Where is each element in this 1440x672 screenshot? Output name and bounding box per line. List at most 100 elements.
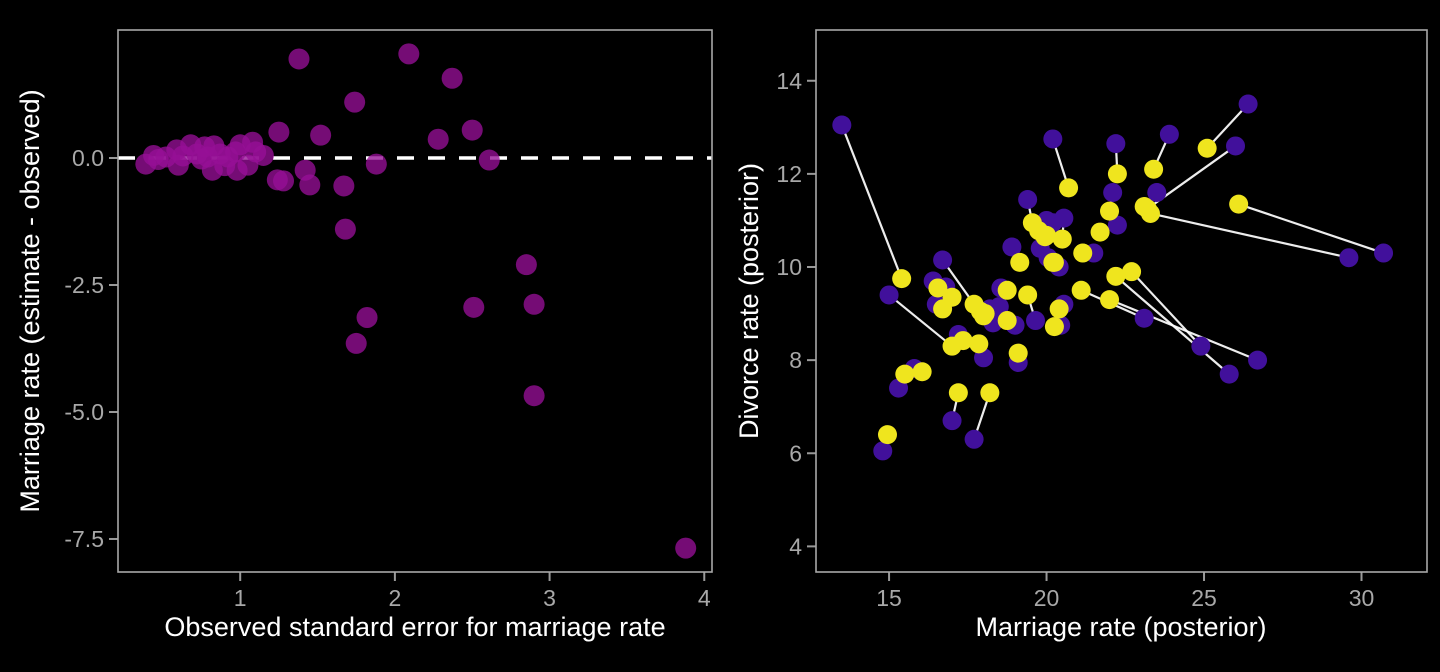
posterior-point [1229, 194, 1249, 214]
right-y-axis-title: Divorce rate (posterior) [734, 162, 764, 440]
posterior-point [1090, 222, 1110, 242]
posterior-point [1018, 285, 1038, 305]
left-x-axis-title: Observed standard error for marriage rat… [164, 612, 666, 642]
y-tick-label: 8 [789, 347, 802, 373]
posterior-point [975, 304, 995, 324]
data-point [398, 43, 420, 65]
observed-point [1054, 208, 1074, 228]
x-tick-label: 30 [1349, 585, 1375, 611]
posterior-point [1107, 164, 1127, 184]
posterior-point [980, 383, 1000, 403]
observed-point [1226, 136, 1246, 156]
observed-point [1103, 183, 1123, 203]
data-point [333, 175, 355, 197]
observed-point [964, 429, 984, 449]
data-point [365, 153, 387, 175]
observed-point [1018, 189, 1038, 209]
left-plot-area: 1 2 3 4 0.0 -2.5 -5.0 -7.5 [64, 29, 713, 611]
data-point [523, 385, 545, 407]
observed-point [873, 441, 893, 461]
observed-point [879, 285, 899, 305]
data-point [299, 174, 321, 196]
data-point [675, 537, 697, 559]
y-tick-label: 12 [776, 161, 802, 187]
posterior-point [1100, 290, 1120, 310]
shrinkage-segment [1150, 212, 1350, 259]
observed-point [1159, 124, 1179, 144]
y-tick-label: 6 [789, 440, 802, 466]
y-tick-label: -7.5 [64, 526, 104, 552]
data-point [478, 149, 500, 171]
observed-point [1106, 134, 1126, 154]
panel-border [117, 29, 713, 573]
posterior-point [969, 334, 989, 354]
observed-point [1339, 248, 1359, 268]
x-tick-label: 2 [388, 585, 401, 611]
posterior-point [1122, 262, 1142, 282]
observed-point [1191, 336, 1211, 356]
posterior-point [912, 362, 932, 382]
posterior-point [1052, 229, 1072, 249]
shrinkage-segment [888, 294, 953, 348]
right-plot-area: 15 20 25 30 4 6 8 10 12 14 [776, 29, 1428, 611]
posterior-point [1197, 138, 1217, 158]
observed-point [1219, 364, 1239, 384]
data-point [515, 254, 537, 276]
shrinkage-segment [1109, 298, 1258, 362]
data-point [273, 170, 295, 192]
panel-border [815, 29, 1428, 573]
y-tick-label: -5.0 [64, 399, 104, 425]
posterior-point [1100, 201, 1120, 221]
observed-point [1147, 183, 1167, 203]
shrinkage-segment [1206, 103, 1249, 150]
data-point [310, 124, 332, 146]
observed-point [1134, 308, 1154, 328]
posterior-point [1071, 280, 1091, 300]
data-point [268, 121, 290, 143]
data-point [344, 91, 366, 113]
observed-point [933, 250, 953, 270]
observed-point [832, 115, 852, 135]
x-tick-label: 1 [234, 585, 247, 611]
data-point [345, 332, 367, 354]
posterior-point [928, 278, 948, 298]
y-tick-label: 4 [789, 533, 802, 559]
data-point [252, 144, 274, 166]
observed-point [1238, 94, 1258, 114]
shrinkage-segment [840, 124, 903, 280]
data-point [427, 128, 449, 150]
shrinkage-segment [1238, 203, 1384, 255]
posterior-point [1049, 299, 1069, 319]
x-tick-label: 3 [543, 585, 556, 611]
observed-point [1043, 129, 1063, 149]
data-point [288, 48, 310, 70]
posterior-point [1140, 203, 1160, 223]
y-tick-label: 0.0 [72, 145, 104, 171]
posterior-point [1010, 252, 1030, 272]
posterior-point [953, 331, 973, 351]
posterior-point [877, 425, 897, 445]
posterior-point [892, 269, 912, 289]
x-tick-label: 20 [1034, 585, 1060, 611]
observed-point [1248, 350, 1268, 370]
left-y-axis-title: Marriage rate (estimate - observed) [15, 89, 45, 513]
x-tick-label: 4 [698, 585, 711, 611]
posterior-point [997, 280, 1017, 300]
data-point [334, 218, 356, 240]
posterior-point [895, 364, 915, 384]
y-tick-label: -2.5 [64, 272, 104, 298]
y-tick-label: 10 [776, 254, 802, 280]
posterior-point [1144, 159, 1164, 179]
posterior-point [948, 383, 968, 403]
posterior-point [1044, 317, 1064, 337]
observed-point [1026, 311, 1046, 331]
right-x-axis-title: Marriage rate (posterior) [975, 612, 1267, 642]
data-point [441, 67, 463, 89]
posterior-point [1073, 243, 1093, 263]
observed-point [942, 411, 962, 431]
posterior-point [942, 287, 962, 307]
posterior-point [1059, 178, 1079, 198]
posterior-point [1037, 225, 1057, 245]
data-point [463, 296, 485, 318]
